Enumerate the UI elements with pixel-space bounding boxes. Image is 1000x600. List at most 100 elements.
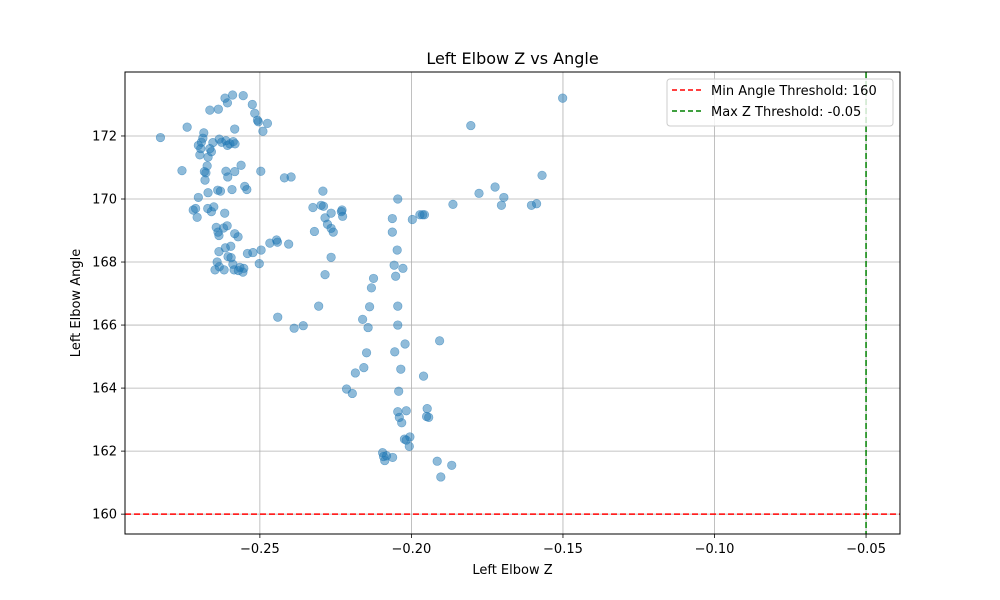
data-point [394,386,404,396]
data-point [350,368,360,378]
data-point [182,122,192,132]
data-point [320,270,330,280]
data-point [220,208,230,218]
data-point [447,460,457,470]
data-point [397,418,407,428]
data-point [396,364,406,374]
data-point [328,227,338,237]
y-tick-label: 166 [92,319,117,334]
data-point [258,126,268,136]
y-tick-label: 170 [92,193,117,208]
legend-label-min-angle: Min Angle Threshold: 160 [711,84,877,99]
data-point [202,161,212,171]
data-point [393,320,403,330]
y-tick-label: 160 [92,508,117,523]
data-point [298,321,308,331]
data-point [253,117,263,127]
data-point [407,214,417,225]
x-tick-label: −0.15 [543,542,583,557]
data-point [424,412,434,422]
data-point [400,339,410,349]
data-point [359,363,369,373]
data-point [222,98,233,108]
data-point [235,262,245,272]
data-point [558,93,568,103]
reference-lines [125,72,900,534]
data-point [308,202,318,213]
data-point [404,441,414,451]
data-point [210,265,220,275]
data-point [242,184,252,195]
data-point [387,213,397,224]
x-tick-label: −0.25 [240,542,280,557]
data-point [390,347,400,357]
data-point [193,140,203,151]
data-point [419,210,430,220]
y-tick-label: 162 [92,445,117,460]
data-point [326,208,336,218]
legend-box [666,78,894,127]
data-point [361,348,372,358]
data-point [318,186,328,196]
data-point [199,128,209,138]
data-point [219,265,229,275]
data-point [405,432,415,442]
data-point [358,314,368,324]
data-point [388,452,398,463]
data-point [254,259,264,269]
data-point [314,301,324,311]
data-point [215,186,226,196]
y-axis-label: Left Elbow Angle [69,249,84,357]
data-point [177,166,187,176]
data-point [448,199,458,209]
data-point [230,124,240,134]
data-point [432,456,442,466]
data-point [387,227,397,237]
data-point [248,247,258,258]
data-point [238,91,248,101]
data-point [436,472,446,482]
data-point [191,203,201,214]
data-point [435,336,445,346]
data-point [247,99,257,110]
data-point [392,245,402,255]
data-point [230,166,240,177]
y-tick-label: 172 [92,129,117,144]
data-point [205,105,215,115]
data-point [496,200,507,210]
data-point [398,263,408,273]
data-point [531,199,542,209]
grid-lines [125,72,900,534]
data-point [222,221,232,231]
data-point [203,188,213,198]
data-point [230,139,240,149]
data-point [537,170,547,180]
y-axis-ticks: 160 162 164 166 168 170 172 [92,129,125,523]
data-point [273,312,283,322]
plot-frame [124,71,901,535]
data-point [393,301,403,311]
data-point [364,302,375,312]
data-point [363,322,373,333]
y-tick-label: 168 [92,256,117,271]
data-point [309,226,320,237]
data-point [256,245,266,255]
data-point [499,192,509,203]
data-point [233,232,243,242]
data-point [286,172,296,182]
data-point [466,120,476,131]
data-point [209,202,219,212]
x-tick-label: −0.10 [695,542,735,557]
data-point [391,271,401,281]
data-point [284,239,294,249]
data-point [422,403,432,414]
x-axis-label: Left Elbow Z [472,563,552,578]
x-tick-label: −0.20 [391,542,431,557]
data-point [192,212,202,222]
data-point [474,188,484,198]
data-point [366,283,377,293]
data-point [213,104,223,114]
data-point [393,194,403,204]
data-point [326,252,336,262]
